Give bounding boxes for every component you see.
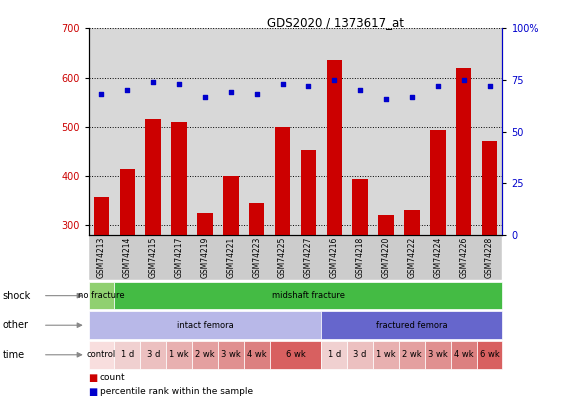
Text: 3 wk: 3 wk xyxy=(428,350,448,359)
Text: control: control xyxy=(87,350,116,359)
Point xyxy=(356,87,365,94)
Bar xyxy=(301,150,316,235)
Point xyxy=(226,89,235,96)
Text: 6 wk: 6 wk xyxy=(480,350,500,359)
Bar xyxy=(482,141,497,235)
Text: intact femora: intact femora xyxy=(176,321,234,330)
Point xyxy=(304,83,313,90)
Text: 6 wk: 6 wk xyxy=(286,350,305,359)
Text: 1 d: 1 d xyxy=(328,350,341,359)
Text: 4 wk: 4 wk xyxy=(247,350,267,359)
Bar xyxy=(379,215,394,235)
Text: 4 wk: 4 wk xyxy=(454,350,473,359)
Text: 3 wk: 3 wk xyxy=(221,350,241,359)
Bar xyxy=(119,168,135,235)
Bar xyxy=(456,68,472,235)
Text: 1 d: 1 d xyxy=(120,350,134,359)
Point xyxy=(278,81,287,87)
Text: shock: shock xyxy=(3,291,31,301)
Point xyxy=(97,91,106,98)
Point xyxy=(200,93,210,100)
Bar xyxy=(249,203,264,235)
Point xyxy=(123,87,132,94)
Text: percentile rank within the sample: percentile rank within the sample xyxy=(100,387,253,396)
Bar xyxy=(352,179,368,235)
Point xyxy=(252,91,262,98)
Bar xyxy=(94,196,109,235)
Point xyxy=(407,93,416,100)
Bar xyxy=(327,60,342,235)
Text: midshaft fracture: midshaft fracture xyxy=(272,291,345,300)
Text: 1 wk: 1 wk xyxy=(169,350,189,359)
Point xyxy=(459,77,468,83)
Point xyxy=(148,79,158,85)
Text: 2 wk: 2 wk xyxy=(402,350,422,359)
Text: 3 d: 3 d xyxy=(147,350,160,359)
Text: no fracture: no fracture xyxy=(78,291,124,300)
Text: other: other xyxy=(3,320,29,330)
Bar xyxy=(223,176,239,235)
Text: ■: ■ xyxy=(89,373,98,383)
Bar xyxy=(275,127,290,235)
Text: 1 wk: 1 wk xyxy=(376,350,396,359)
Bar xyxy=(404,210,420,235)
Text: count: count xyxy=(100,373,126,382)
Point xyxy=(175,81,184,87)
Text: fractured femora: fractured femora xyxy=(376,321,448,330)
Point xyxy=(381,95,391,102)
Bar xyxy=(171,122,187,235)
Text: 2 wk: 2 wk xyxy=(195,350,215,359)
Bar xyxy=(430,130,445,235)
Text: GDS2020 / 1373617_at: GDS2020 / 1373617_at xyxy=(267,16,404,29)
Point xyxy=(433,83,443,90)
Point xyxy=(329,77,339,83)
Bar xyxy=(146,119,161,235)
Text: ■: ■ xyxy=(89,387,98,397)
Text: time: time xyxy=(3,350,25,360)
Point xyxy=(485,83,494,90)
Text: 3 d: 3 d xyxy=(353,350,367,359)
Bar xyxy=(197,213,213,235)
